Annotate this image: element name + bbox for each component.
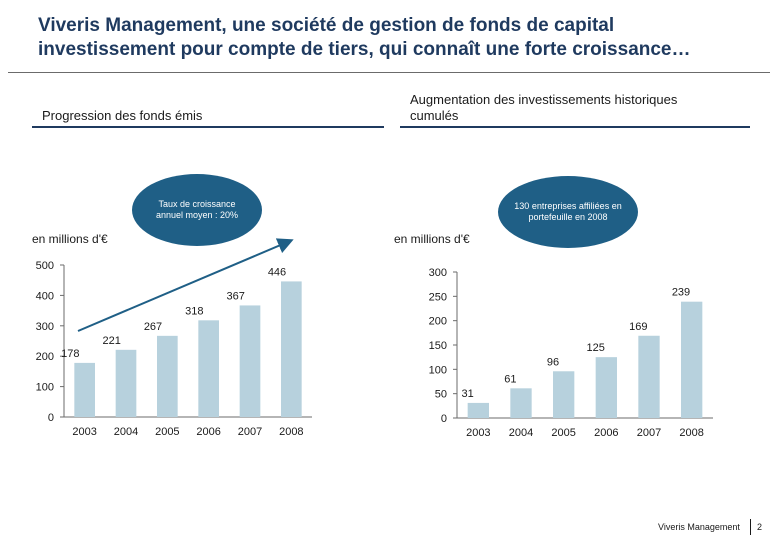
left-y-tick-label: 400 [36, 290, 54, 302]
right-bar [510, 388, 532, 418]
right-bar [681, 301, 703, 418]
page-title-line-2: investissement pour compte de tiers, qui… [38, 39, 691, 60]
left-unit-label: en millions d'€ [32, 232, 108, 246]
right-unit-label: en millions d'€ [394, 232, 470, 246]
cumulative-investments-chart: 0 50 100 150 200 250 300 31 2003 61 2004 96 2005 125 2… [429, 267, 713, 439]
left-category-label: 2004 [114, 426, 138, 438]
left-panel-divider [32, 126, 384, 128]
footer-separator [750, 519, 751, 535]
right-value-label: 239 [672, 287, 690, 299]
right-y-tick-label: 100 [429, 364, 447, 376]
right-value-label: 31 [462, 388, 474, 400]
growth-rate-bubble: Taux de croissance annuel moyen : 20% [132, 174, 262, 246]
right-panel-title: Augmentation des investissements histori… [410, 92, 677, 124]
left-category-label: 2006 [196, 426, 220, 438]
left-value-label: 178 [61, 348, 79, 360]
portfolio-bubble: 130 entreprises affiliées en portefeuill… [498, 176, 638, 248]
left-value-label: 267 [144, 321, 162, 333]
right-value-label: 125 [586, 342, 604, 354]
right-y-tick-label: 200 [429, 316, 447, 328]
left-category-label: 2003 [72, 426, 96, 438]
right-y-tick-label: 150 [429, 340, 447, 352]
left-category-label: 2005 [155, 426, 179, 438]
left-bar [198, 320, 219, 417]
footer-brand: Viveris Management [658, 522, 740, 532]
right-value-label: 169 [629, 321, 647, 333]
page-title: Viveris Management, une société de gesti… [38, 14, 758, 62]
right-y-tick-label: 50 [435, 389, 447, 401]
right-category-label: 2008 [679, 427, 703, 439]
right-value-label: 96 [547, 356, 559, 368]
left-y-tick-label: 100 [36, 382, 54, 394]
left-bar [157, 335, 178, 417]
left-y-tick-label: 0 [48, 412, 54, 424]
right-category-label: 2007 [637, 427, 661, 439]
page-number: 2 [757, 522, 763, 532]
left-value-label: 221 [102, 335, 120, 347]
left-y-tick-label: 200 [36, 351, 54, 363]
left-bar [115, 349, 137, 417]
page-title-line-1: Viveris Management, une société de gesti… [38, 15, 615, 36]
right-y-tick-label: 300 [429, 267, 447, 279]
right-category-label: 2003 [466, 427, 490, 439]
left-bar [281, 281, 302, 417]
trend-arrow [77, 238, 294, 332]
left-category-label: 2008 [279, 426, 303, 438]
right-y-tick-label: 0 [441, 413, 447, 425]
right-value-label: 61 [504, 373, 516, 385]
left-value-label: 446 [268, 266, 286, 278]
right-bar [553, 371, 575, 418]
right-category-label: 2005 [551, 427, 575, 439]
left-category-label: 2007 [238, 426, 262, 438]
title-divider [8, 72, 770, 73]
right-y-tick-label: 250 [429, 291, 447, 303]
left-value-label: 318 [185, 305, 203, 317]
left-bar [74, 362, 95, 417]
right-bar [467, 402, 489, 418]
left-value-label: 367 [226, 290, 244, 302]
right-panel-divider [400, 126, 750, 128]
right-category-label: 2004 [509, 427, 533, 439]
left-bar [239, 305, 261, 417]
left-y-tick-label: 300 [36, 321, 54, 333]
right-panel-title-line-2: cumulés [410, 108, 459, 123]
left-y-tick-label: 500 [36, 260, 54, 272]
right-bar [638, 335, 660, 418]
right-category-label: 2006 [594, 427, 618, 439]
right-panel-title-line-1: Augmentation des investissements histori… [410, 92, 678, 107]
left-panel-title: Progression des fonds émis [42, 108, 203, 123]
funds-issued-chart: 0 100 200 300 400 500 178 2003 221 2004 267 2005 318… [36, 238, 312, 438]
right-bar [595, 357, 617, 418]
